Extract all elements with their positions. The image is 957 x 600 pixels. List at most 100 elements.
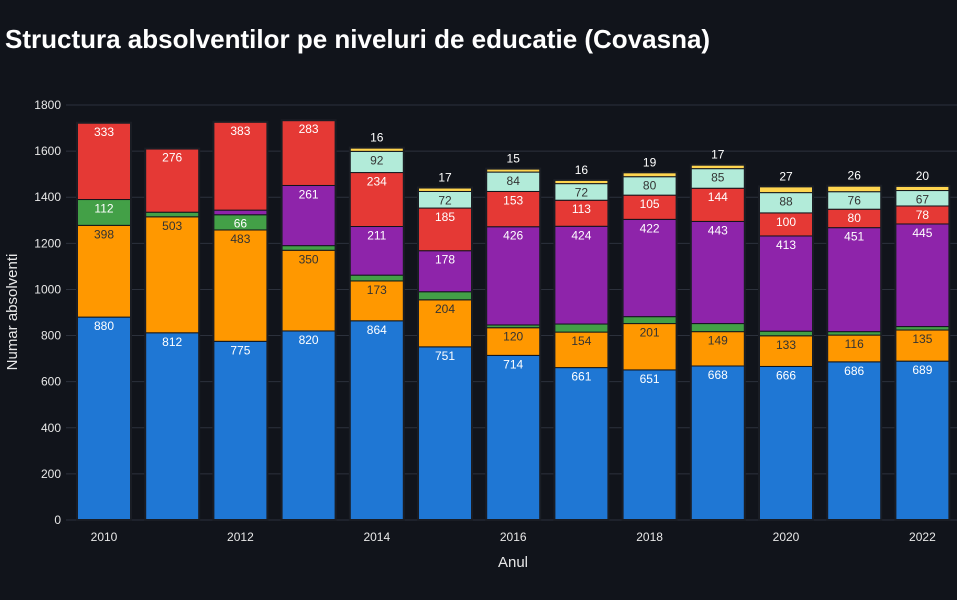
bar-segment (349, 280, 405, 322)
bar-segment (417, 250, 473, 293)
data-label: 422 (640, 221, 660, 235)
bar-segment (76, 224, 132, 318)
top-label: 16 (370, 131, 384, 145)
x-axis-title: Anul (498, 554, 528, 571)
data-label: 714 (503, 357, 523, 371)
bar-segment (758, 235, 814, 332)
data-label: 383 (230, 124, 250, 138)
data-label: 116 (845, 337, 864, 351)
data-label: 443 (708, 223, 728, 237)
data-label: 661 (571, 370, 591, 384)
data-label: 120 (503, 330, 523, 344)
bar-segment (76, 316, 132, 521)
bar-outline (417, 186, 473, 522)
top-label: 26 (848, 169, 862, 183)
data-label: 689 (912, 363, 932, 377)
x-tick-label: 2020 (773, 530, 800, 544)
bar-segment (894, 360, 950, 521)
y-tick-label: 600 (41, 375, 61, 389)
data-label: 651 (640, 372, 660, 386)
bar-segment (690, 365, 746, 521)
y-tick-label: 0 (54, 513, 61, 527)
y-tick-label: 800 (41, 329, 61, 343)
bar-segment (417, 299, 473, 348)
bar-segment (485, 190, 541, 228)
data-label: 686 (844, 364, 864, 378)
data-label: 88 (779, 195, 793, 209)
data-label: 92 (370, 153, 384, 167)
bar-segment (212, 209, 268, 216)
bar-outline (144, 147, 201, 521)
bar-segment (622, 369, 678, 521)
data-label: 149 (708, 334, 728, 348)
data-label: 112 (94, 202, 113, 216)
data-label: 66 (234, 217, 248, 231)
data-label: 820 (299, 333, 319, 347)
x-tick-label: 2010 (91, 530, 118, 544)
data-label: 76 (848, 194, 862, 208)
bar-outline (689, 163, 746, 521)
bar-segment (826, 331, 882, 336)
bar-segment (144, 216, 200, 334)
bar-segment (144, 211, 200, 218)
data-label: 85 (711, 171, 725, 185)
data-label: 751 (435, 349, 455, 363)
y-tick-label: 200 (41, 467, 61, 481)
data-label: 84 (507, 174, 521, 188)
bar-segment (144, 332, 200, 521)
data-label: 144 (708, 190, 728, 204)
bar-segment (281, 119, 337, 186)
data-label: 483 (230, 232, 250, 246)
data-label: 72 (575, 186, 589, 200)
bar-outline (76, 121, 132, 521)
data-label: 812 (162, 335, 182, 349)
chart-title: Structura absolventilor pe niveluri de e… (5, 24, 711, 54)
data-label: 72 (438, 193, 452, 207)
data-label: 283 (299, 122, 319, 136)
bar-segment (690, 323, 746, 333)
data-label: 668 (708, 368, 728, 382)
bar-segment (349, 274, 405, 282)
bar-segment (894, 326, 950, 331)
data-label: 503 (162, 219, 182, 233)
top-label: 15 (507, 152, 521, 166)
bar-segment (758, 330, 814, 337)
bar-segment (553, 367, 609, 521)
top-label: 16 (575, 163, 589, 177)
y-tick-label: 1200 (34, 236, 61, 250)
data-label: 135 (912, 332, 932, 346)
y-tick-label: 1000 (34, 282, 61, 296)
bar-segment (894, 329, 950, 362)
data-label: 864 (367, 323, 387, 337)
x-tick-label: 2014 (363, 530, 390, 544)
data-label: 261 (299, 187, 319, 201)
bar-segment (826, 334, 882, 363)
bar-segment (622, 218, 678, 318)
data-label: 333 (94, 125, 114, 139)
bar-segment (417, 346, 473, 521)
bar-segment (212, 229, 268, 342)
data-label: 201 (640, 326, 660, 340)
top-label: 17 (711, 148, 725, 162)
bar-segment (826, 361, 882, 521)
bar-segment (76, 199, 132, 226)
data-label: 398 (94, 227, 114, 241)
bar-segment (212, 121, 268, 211)
data-label: 451 (844, 230, 864, 244)
data-label: 350 (299, 252, 319, 266)
bar-segment (281, 245, 337, 251)
data-label: 80 (848, 211, 862, 225)
y-axis-title: Numar absolventi (4, 254, 21, 371)
bar-outline (553, 178, 610, 522)
bar-segment (485, 327, 541, 356)
data-label: 133 (776, 338, 796, 352)
bar-segment (349, 320, 405, 521)
data-label: 880 (94, 319, 114, 333)
data-label: 178 (435, 253, 455, 267)
bar-outline (894, 184, 951, 522)
bar-segment (212, 340, 268, 521)
bar-outline (280, 119, 337, 521)
bar-outline (758, 185, 814, 521)
